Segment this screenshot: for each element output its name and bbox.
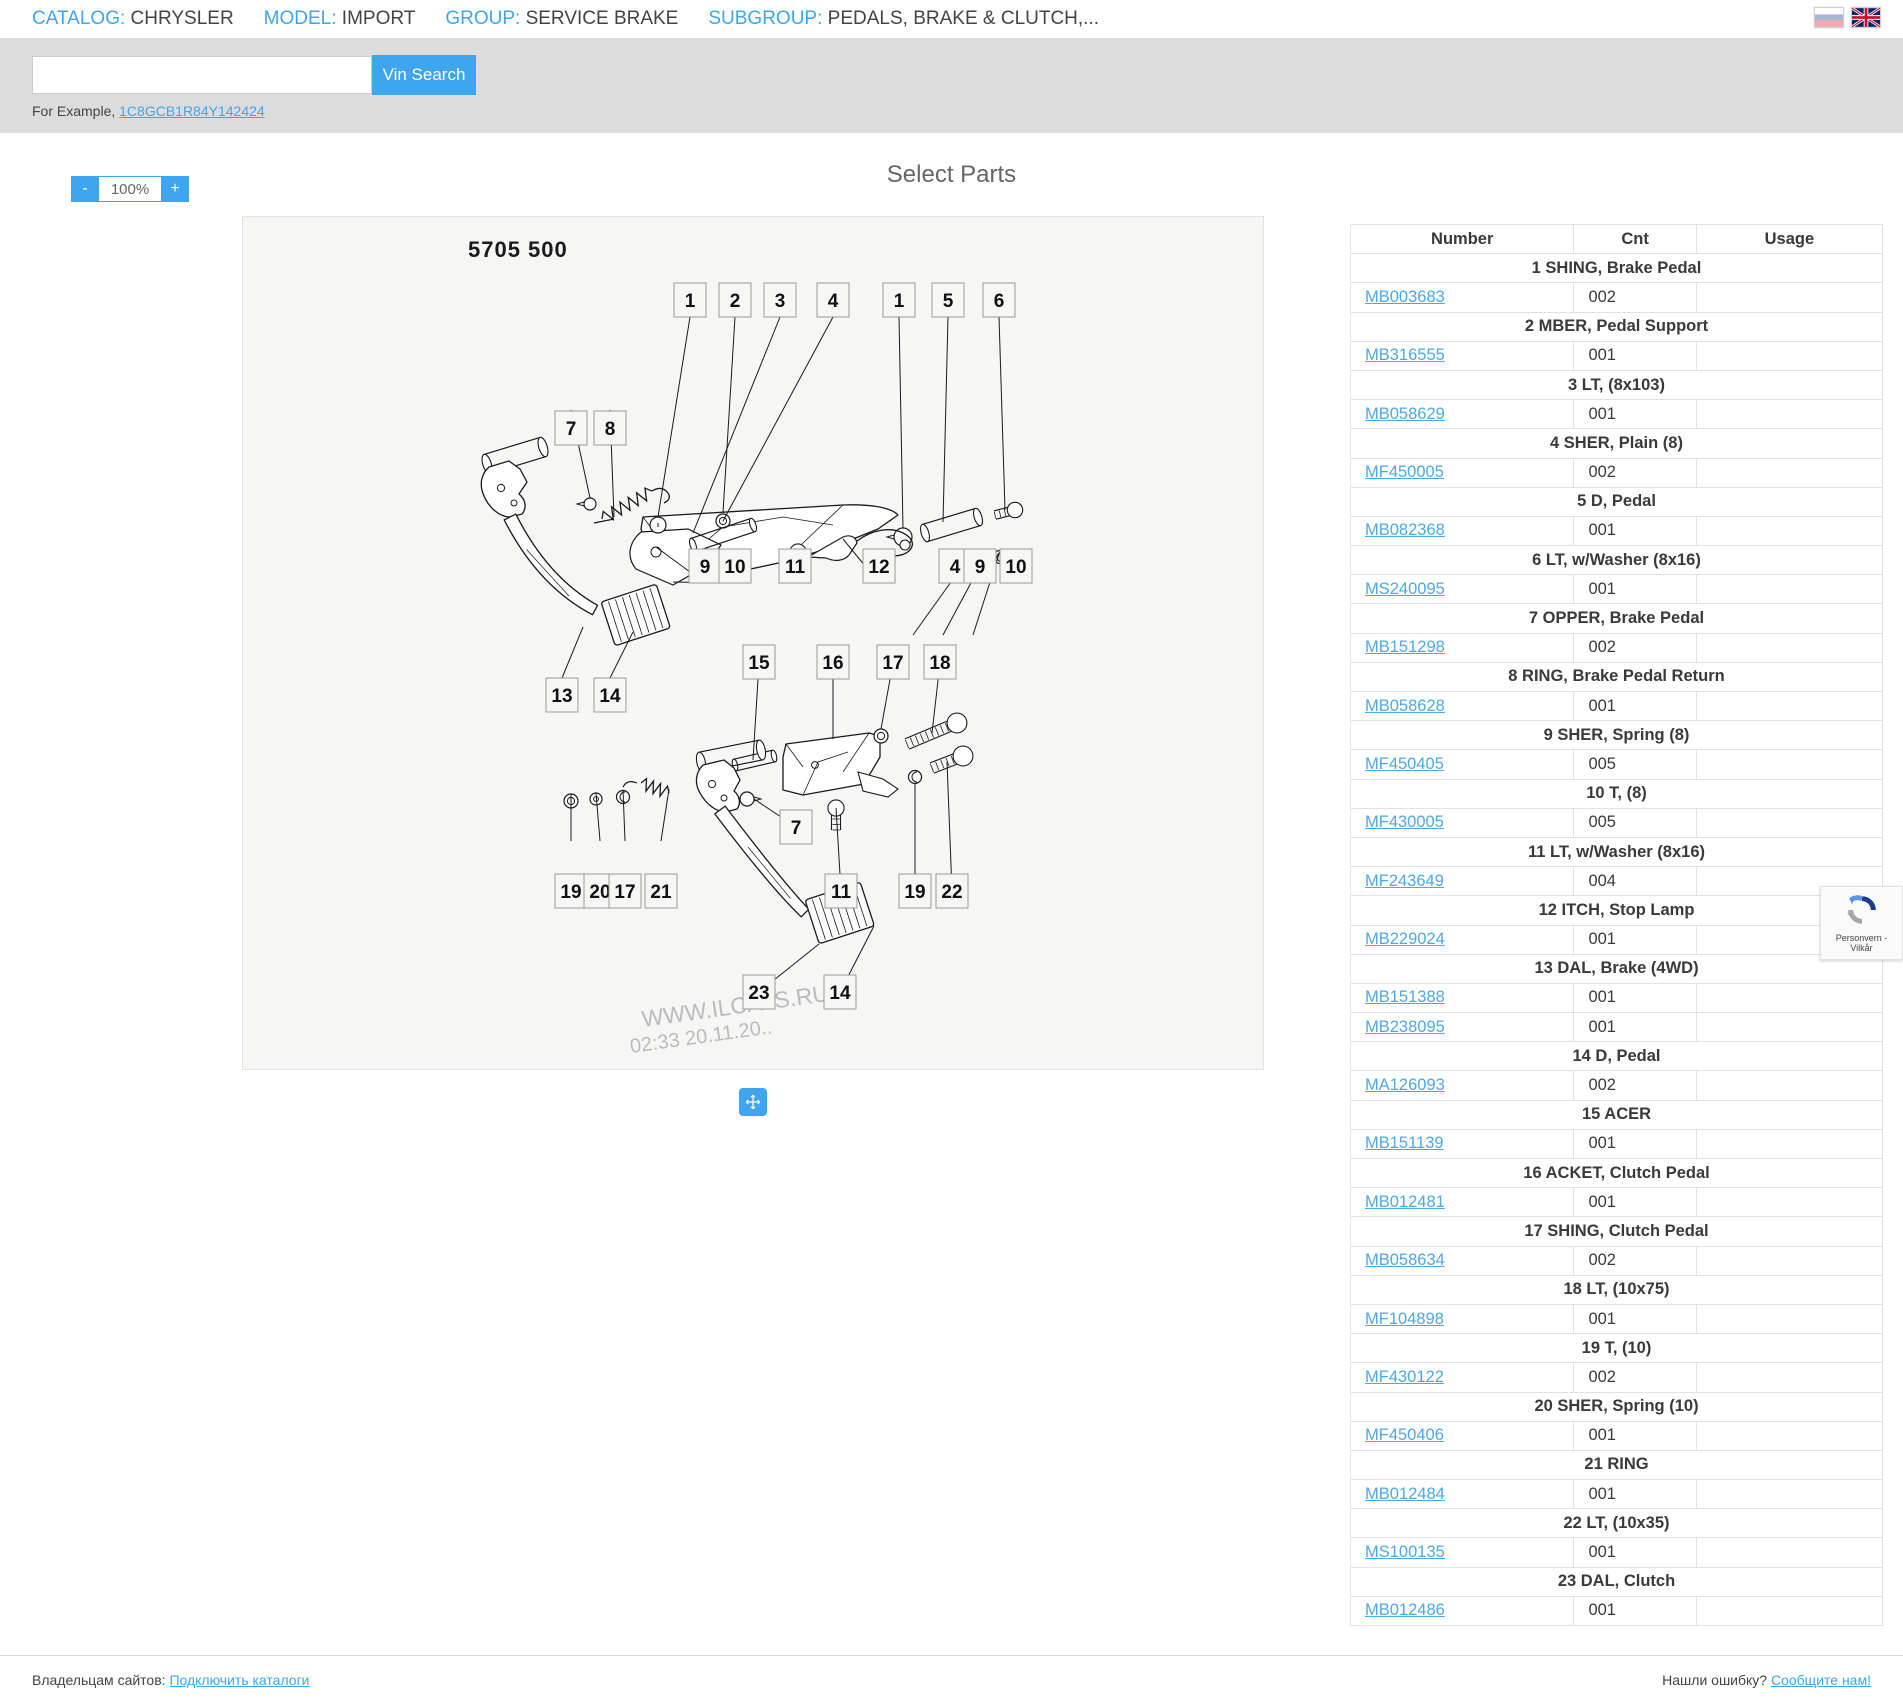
svg-text:22: 22	[941, 882, 962, 903]
svg-text:6: 6	[994, 291, 1005, 312]
svg-text:1: 1	[685, 291, 696, 312]
svg-text:8: 8	[605, 419, 616, 440]
svg-text:19: 19	[904, 882, 925, 903]
svg-text:2: 2	[730, 291, 741, 312]
svg-text:11: 11	[831, 882, 852, 903]
svg-text:17: 17	[614, 882, 635, 903]
svg-text:12: 12	[868, 557, 889, 578]
svg-text:17: 17	[882, 653, 903, 674]
svg-text:19: 19	[560, 882, 581, 903]
svg-text:3: 3	[775, 291, 786, 312]
svg-text:4: 4	[950, 557, 961, 578]
svg-text:11: 11	[785, 557, 806, 578]
svg-text:9: 9	[975, 557, 986, 578]
svg-text:7: 7	[791, 818, 802, 839]
svg-text:20: 20	[589, 882, 610, 903]
svg-text:5: 5	[943, 291, 954, 312]
svg-text:10: 10	[1005, 557, 1026, 578]
svg-text:14: 14	[599, 686, 621, 707]
svg-text:5705 500: 5705 500	[468, 237, 568, 262]
svg-text:4: 4	[828, 291, 839, 312]
svg-text:16: 16	[822, 653, 843, 674]
svg-text:23: 23	[748, 983, 769, 1004]
svg-text:18: 18	[929, 653, 950, 674]
svg-text:9: 9	[700, 557, 711, 578]
svg-text:21: 21	[650, 882, 672, 903]
svg-text:7: 7	[566, 419, 577, 440]
svg-text:13: 13	[551, 686, 572, 707]
svg-text:1: 1	[894, 291, 905, 312]
svg-text:15: 15	[748, 653, 770, 674]
svg-text:10: 10	[724, 557, 745, 578]
svg-text:14: 14	[829, 983, 851, 1004]
